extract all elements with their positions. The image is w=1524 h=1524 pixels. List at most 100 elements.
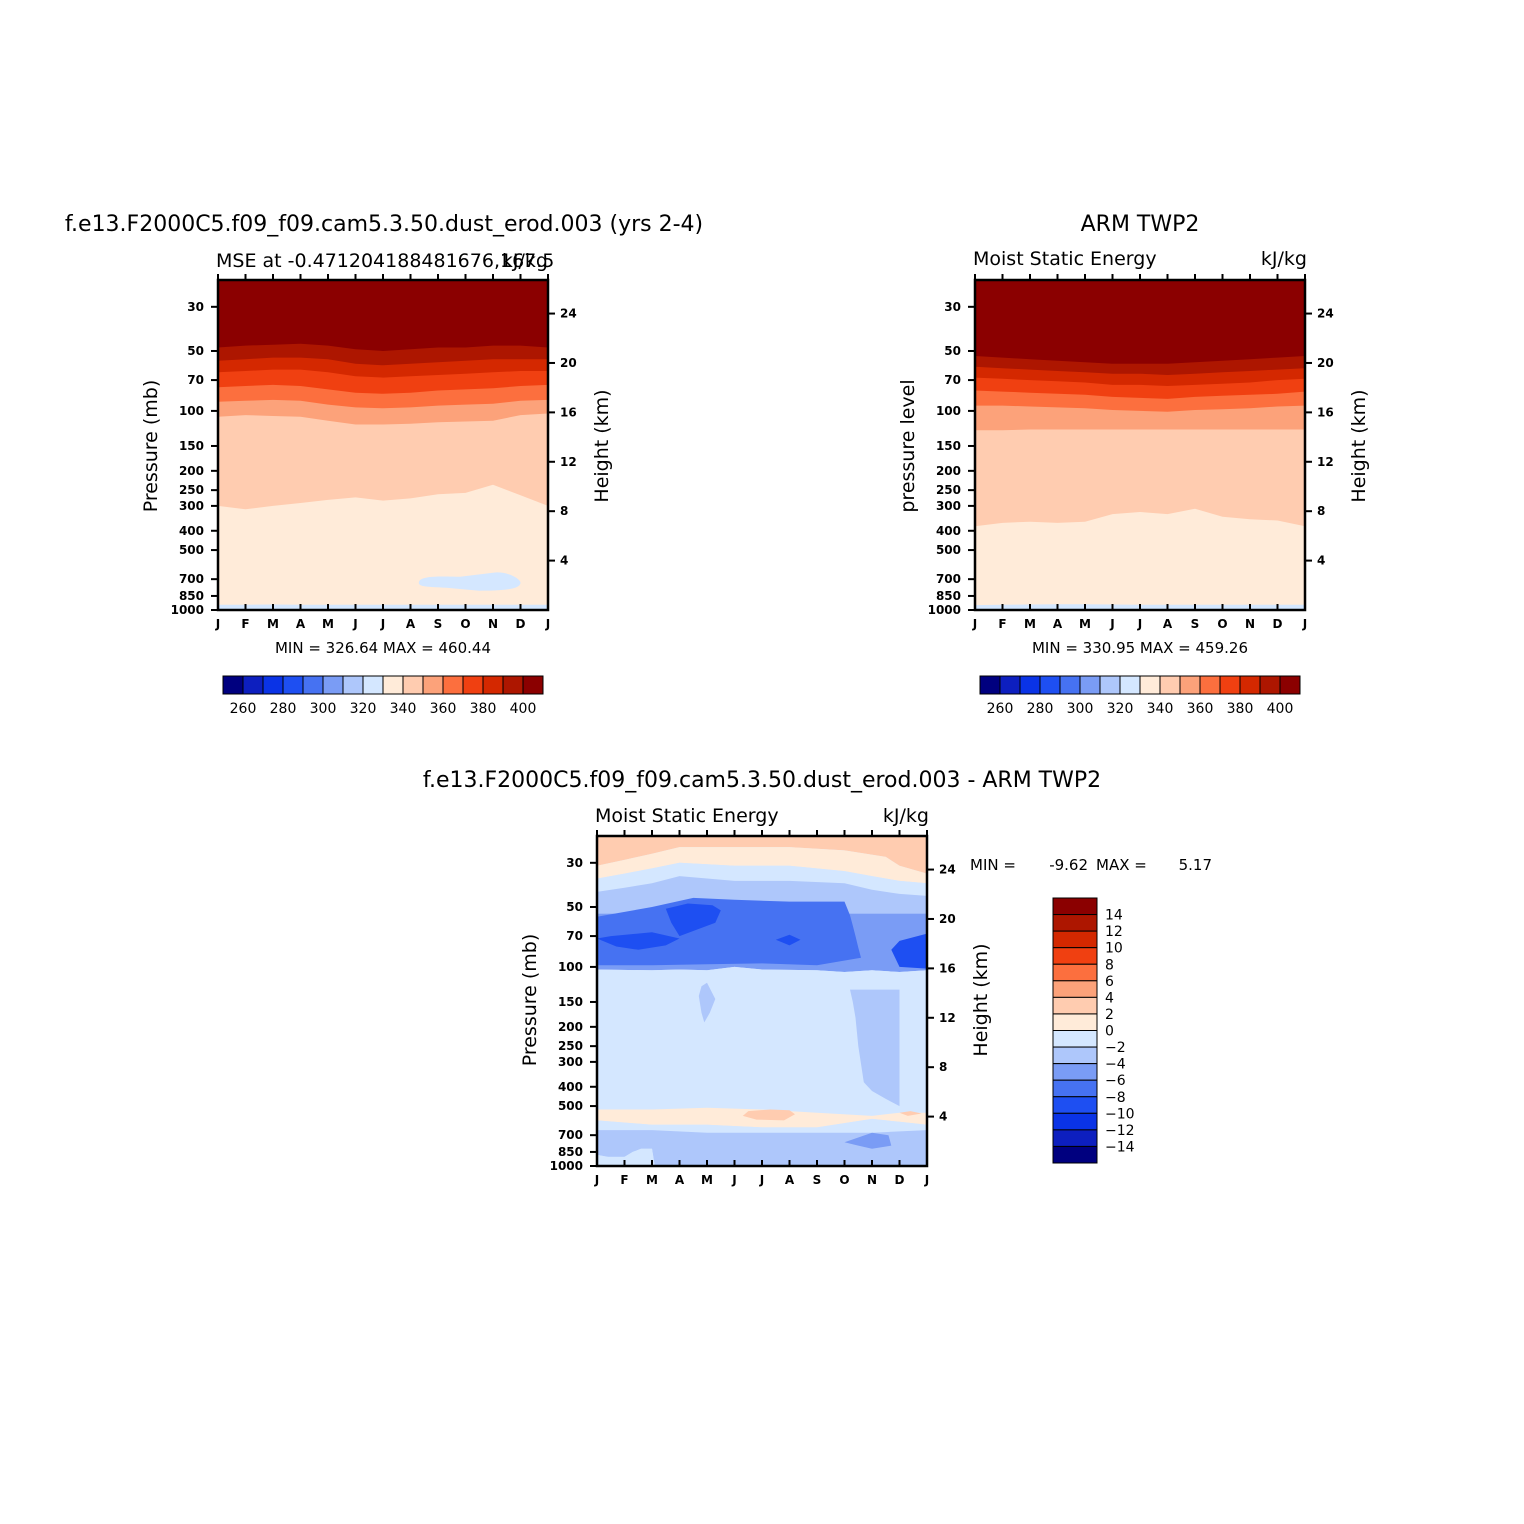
contour-region bbox=[844, 1132, 892, 1149]
contour-region bbox=[742, 1109, 795, 1121]
y-tick-label: 1000 bbox=[928, 603, 961, 617]
colorbar-box bbox=[1052, 1030, 1098, 1048]
y-tick-label: 200 bbox=[179, 464, 204, 478]
y-right-tick-label: 16 bbox=[560, 405, 577, 419]
plot-area: J F M A M J J A S O N D J 30 50 70 100 150 200 250 300 400 500… bbox=[550, 830, 956, 1187]
colorbar-box bbox=[1052, 1013, 1098, 1031]
y-right-tick-label: 24 bbox=[939, 863, 956, 877]
y-right-tick-label: 20 bbox=[1317, 356, 1334, 370]
contour-region bbox=[597, 847, 927, 884]
y-right-tick-label: 16 bbox=[1317, 405, 1334, 419]
colorbar-box bbox=[1052, 1112, 1098, 1131]
y-tick-label: 70 bbox=[566, 929, 583, 943]
panel-title: f.e13.F2000C5.f09_f09.cam5.3.50.dust_ero… bbox=[423, 768, 1101, 793]
colorbar-label: 260 bbox=[230, 701, 257, 717]
panel-subtitle-left: Moist Static Energy bbox=[595, 805, 779, 827]
colorbar-label: −6 bbox=[1105, 1073, 1126, 1089]
colorbar-box bbox=[1052, 897, 1098, 916]
y-tick-label: 400 bbox=[936, 524, 961, 538]
y-tick-label: 300 bbox=[558, 1055, 583, 1069]
colorbar: 260 280 300 320 340 360 380 400 bbox=[222, 675, 544, 717]
x-tick-label: J bbox=[594, 1173, 599, 1187]
colorbar-label: 400 bbox=[1267, 701, 1294, 717]
y-tick-label: 700 bbox=[558, 1128, 583, 1142]
colorbar-box bbox=[282, 675, 304, 695]
x-tick-label: A bbox=[1163, 617, 1173, 631]
colorbar-box bbox=[1079, 675, 1101, 695]
plot-area: J F M A M J J A S O N D J 30 50 70 100 150 200 250 300 400 500… bbox=[171, 274, 577, 631]
colorbar-label: −12 bbox=[1105, 1123, 1135, 1139]
colorbar-box bbox=[1159, 675, 1181, 695]
colorbar-box bbox=[302, 675, 324, 695]
y-tick-label: 70 bbox=[944, 373, 961, 387]
y-tick-label: 850 bbox=[179, 589, 204, 603]
colorbar-box bbox=[362, 675, 384, 695]
colorbar-box bbox=[1052, 914, 1098, 932]
colorbar-box bbox=[242, 675, 264, 695]
panel-title: f.e13.F2000C5.f09_f09.cam5.3.50.dust_ero… bbox=[65, 212, 703, 237]
y-tick-label: 30 bbox=[566, 856, 583, 870]
y-right-tick-label: 24 bbox=[1317, 307, 1334, 321]
x-tick-label: J bbox=[380, 617, 385, 631]
contour-region bbox=[597, 1118, 927, 1133]
panel-subtitle-right: kJ/kg bbox=[1261, 248, 1307, 270]
contour-region bbox=[597, 836, 927, 874]
contour-region bbox=[850, 989, 900, 1107]
colorbar-label: 340 bbox=[390, 701, 417, 717]
y-right-tick-label: 8 bbox=[560, 504, 568, 518]
x-tick-label: D bbox=[516, 617, 526, 631]
y-tick-label: 250 bbox=[179, 483, 204, 497]
colorbar-box bbox=[979, 675, 1001, 695]
y-tick-label: 30 bbox=[944, 300, 961, 314]
x-tick-label: S bbox=[813, 1173, 822, 1187]
y-axis-label: Pressure (mb) bbox=[519, 934, 541, 1067]
y-tick-label: 200 bbox=[558, 1020, 583, 1034]
y-axis-label-right: Height (km) bbox=[970, 943, 992, 1056]
colorbar-label: 2 bbox=[1105, 1007, 1114, 1023]
x-tick-label: M bbox=[322, 617, 334, 631]
colorbar-box bbox=[1039, 675, 1061, 695]
x-tick-label: D bbox=[895, 1173, 905, 1187]
colorbar-box bbox=[262, 675, 284, 695]
colorbar-box bbox=[1059, 675, 1081, 695]
y-right-tick-label: 12 bbox=[560, 455, 577, 469]
x-tick-label: M bbox=[267, 617, 279, 631]
colorbar-box bbox=[1052, 996, 1098, 1015]
colorbar-label: 14 bbox=[1105, 908, 1123, 924]
y-axis-label: Pressure (mb) bbox=[140, 380, 162, 513]
x-tick-label: J bbox=[215, 617, 220, 631]
panel-model: f.e13.F2000C5.f09_f09.cam5.3.50.dust_ero… bbox=[65, 212, 703, 717]
y-tick-label: 100 bbox=[558, 960, 583, 974]
colorbar-box bbox=[1239, 675, 1261, 695]
x-tick-label: A bbox=[1053, 617, 1063, 631]
colorbar-label: 8 bbox=[1105, 957, 1114, 973]
y-tick-label: 850 bbox=[936, 589, 961, 603]
x-tick-label: J bbox=[924, 1173, 929, 1187]
contour-region bbox=[597, 1148, 655, 1166]
y-right-tick-label: 20 bbox=[560, 356, 577, 370]
y-right-tick-label: 20 bbox=[939, 912, 956, 926]
panel-subtitle-left: MSE at -0.471204188481676,167.5 bbox=[216, 250, 554, 272]
colorbar-box bbox=[1052, 1096, 1098, 1114]
x-tick-label: M bbox=[646, 1173, 658, 1187]
x-tick-label: J bbox=[1137, 617, 1142, 631]
colorbar-box bbox=[1052, 1063, 1098, 1081]
max-label: MAX = bbox=[1096, 856, 1147, 874]
contour-field bbox=[975, 280, 1305, 610]
colorbar-box bbox=[482, 675, 504, 695]
colorbar-label: 260 bbox=[987, 701, 1014, 717]
y-tick-label: 50 bbox=[944, 344, 961, 358]
colorbar-box bbox=[1099, 675, 1121, 695]
x-tick-label: O bbox=[1217, 617, 1227, 631]
x-tick-label: M bbox=[1079, 617, 1091, 631]
contour-region bbox=[597, 966, 927, 1116]
colorbar-box bbox=[1199, 675, 1221, 695]
contour-region bbox=[775, 934, 801, 946]
colorbar-label: −14 bbox=[1105, 1139, 1135, 1155]
y-tick-label: 250 bbox=[936, 483, 961, 497]
y-tick-label: 300 bbox=[179, 499, 204, 513]
colorbar-label: 400 bbox=[510, 701, 537, 717]
colorbar-box bbox=[1052, 980, 1098, 998]
